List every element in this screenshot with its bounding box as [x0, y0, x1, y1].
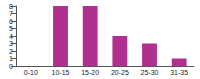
svg-text:15-20: 15-20 — [81, 69, 99, 76]
svg-text:2: 2 — [9, 48, 13, 55]
svg-text:1: 1 — [9, 55, 13, 62]
svg-text:8: 8 — [9, 3, 13, 10]
svg-text:7: 7 — [9, 10, 13, 17]
svg-text:0-10: 0-10 — [24, 69, 38, 76]
svg-text:6: 6 — [9, 18, 13, 25]
svg-text:4: 4 — [9, 33, 13, 40]
svg-text:25-30: 25-30 — [141, 69, 159, 76]
svg-text:0: 0 — [9, 63, 13, 70]
svg-text:20-25: 20-25 — [111, 69, 129, 76]
svg-text:10-15: 10-15 — [52, 69, 70, 76]
svg-text:31-35: 31-35 — [170, 69, 188, 76]
svg-text:5: 5 — [9, 25, 13, 32]
svg-text:3: 3 — [9, 40, 13, 47]
